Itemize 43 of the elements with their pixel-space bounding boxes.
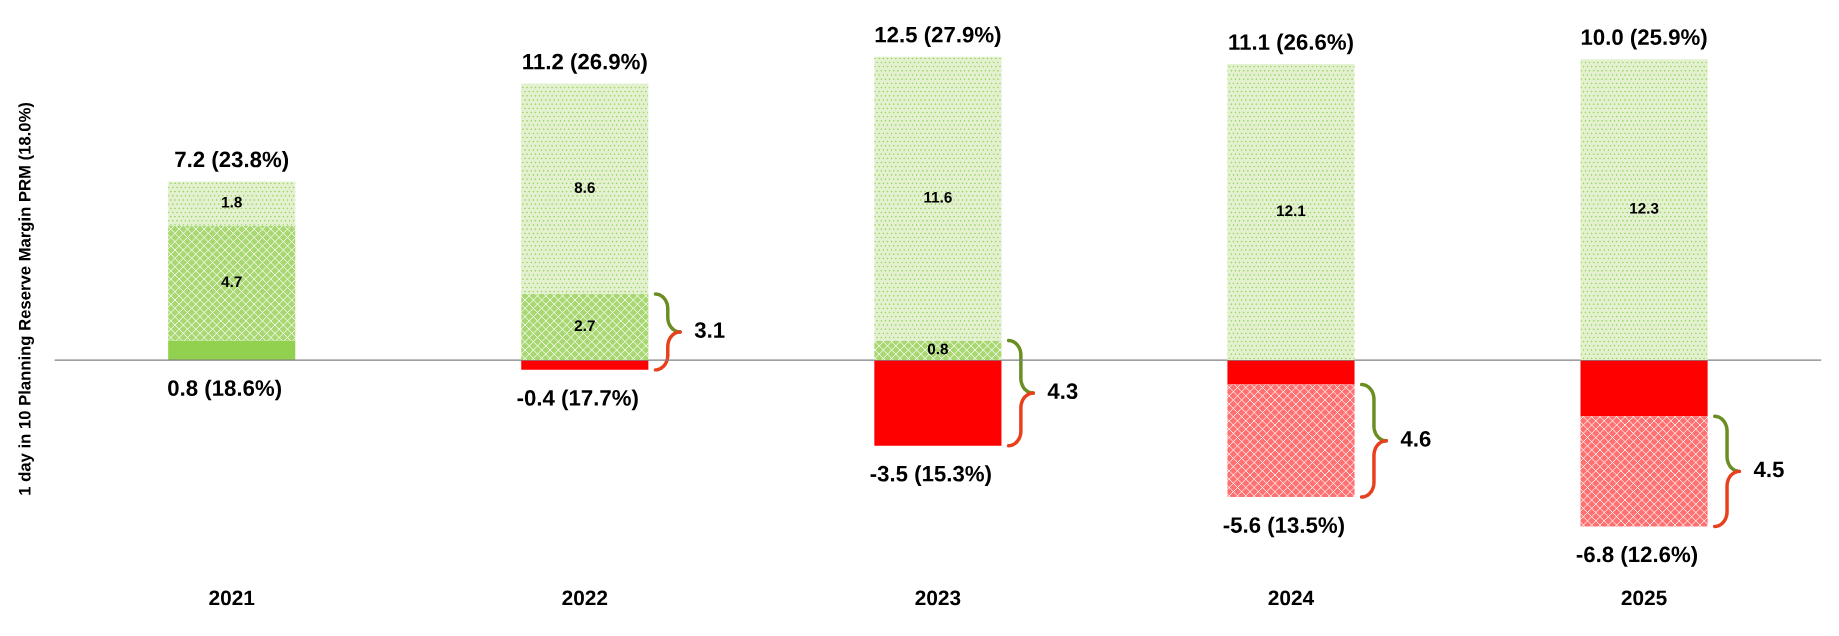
data-label: 0.8 [927, 343, 949, 355]
bar [1580, 416, 1708, 527]
bar [521, 294, 649, 361]
annotation: 0.8 (18.6%) [168, 379, 281, 401]
annotation: -3.5 (15.3%) [870, 465, 991, 486]
annotation: 4.6 [1400, 431, 1431, 447]
annotation: 4.3 [1047, 383, 1078, 400]
annotation: 3.1 [694, 322, 725, 338]
text: -5.6 (13.5%) [1223, 516, 1344, 538]
x-tick-label: 2021 [209, 590, 255, 606]
bar [874, 56, 1002, 341]
x-tick-label: 2024 [1268, 590, 1315, 606]
x-tick-label: 2025 [1621, 590, 1667, 606]
annotation: -0.4 (17.7%) [517, 389, 638, 411]
text: -6.8 (12.6%) [1576, 545, 1698, 567]
bar [1580, 59, 1708, 361]
bar [168, 181, 296, 226]
bar [1580, 360, 1708, 417]
x-tick-label: 2023 [915, 590, 961, 606]
data-label: 1.8 [222, 196, 242, 208]
data-label: 11.6 [924, 191, 952, 203]
bar [1227, 384, 1355, 498]
annotation: 7.2 (23.8%) [175, 151, 289, 172]
bar [1227, 360, 1355, 385]
data-label: 12.1 [1277, 205, 1306, 217]
data-label: 12.3 [1630, 202, 1659, 214]
data-label: 2.7 [574, 320, 595, 331]
bar [521, 360, 649, 370]
text: 10.0 (25.9%) [1581, 28, 1707, 50]
bar [1227, 64, 1355, 361]
bar [521, 83, 649, 295]
data-label: 4.7 [221, 276, 242, 287]
x-tick-label: 2022 [562, 590, 608, 606]
annotation: 11.2 (26.9%) [523, 53, 647, 74]
bar [168, 225, 296, 341]
y-axis-title: 1 day in 10 Planning Reserve Margin PRM (18.0%) [18, 102, 34, 495]
data-label: 8.6 [574, 182, 595, 193]
bar [168, 340, 296, 361]
bar [874, 360, 1002, 446]
annotation: 4.5 [1753, 461, 1784, 478]
text: 11.1 (26.6%) [1229, 33, 1353, 55]
bar [874, 340, 1002, 361]
text: 12.5 (27.9%) [875, 26, 1001, 47]
